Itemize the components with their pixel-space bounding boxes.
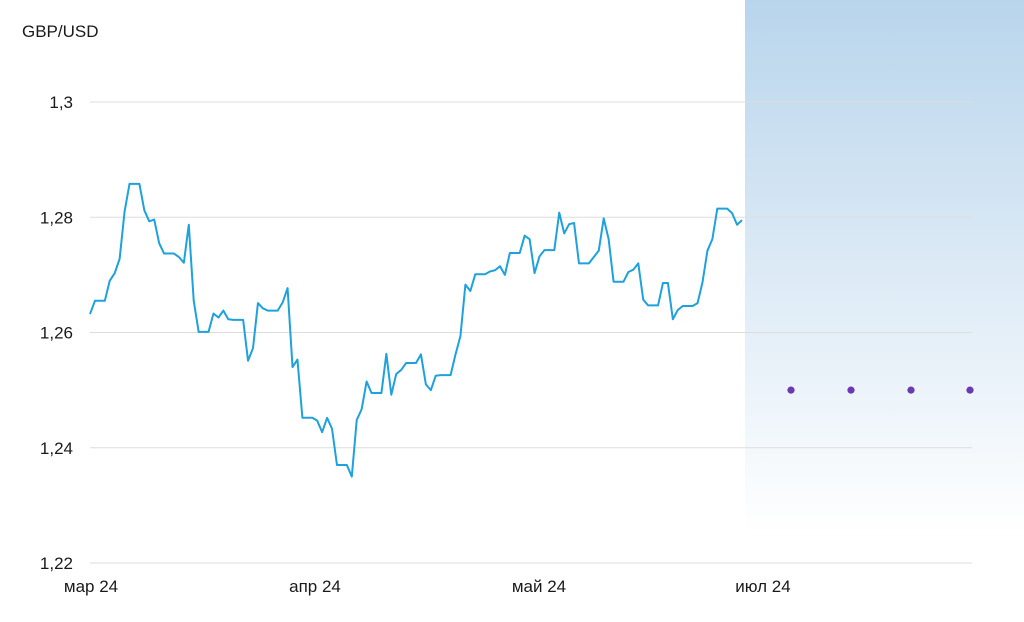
y-axis-unit-label: GBP/USD	[22, 22, 99, 41]
y-tick-label: 1,3	[49, 93, 73, 112]
x-tick-label: июл 24	[735, 577, 790, 596]
x-tick-label: мар 24	[64, 577, 118, 596]
forecast-point	[907, 386, 915, 394]
y-tick-label: 1,24	[40, 439, 73, 458]
y-tick-label: 1,26	[40, 324, 73, 343]
series-line	[89, 182, 743, 478]
x-tick-label: апр 24	[289, 577, 341, 596]
forecast-points	[787, 386, 974, 394]
forecast-point	[966, 386, 974, 394]
forecast-point	[787, 386, 795, 394]
gridlines	[90, 101, 972, 564]
y-tick-label: 1,22	[40, 554, 73, 573]
x-tick-label: май 24	[512, 577, 566, 596]
forecast-region	[745, 0, 1024, 535]
y-tick-label: 1,28	[40, 208, 73, 227]
forecast-point	[847, 386, 855, 394]
x-axis-labels: мар 24 апр 24 май 24 июл 24	[64, 577, 791, 596]
y-axis-labels: 1,3 1,28 1,26 1,24 1,22	[40, 93, 73, 573]
